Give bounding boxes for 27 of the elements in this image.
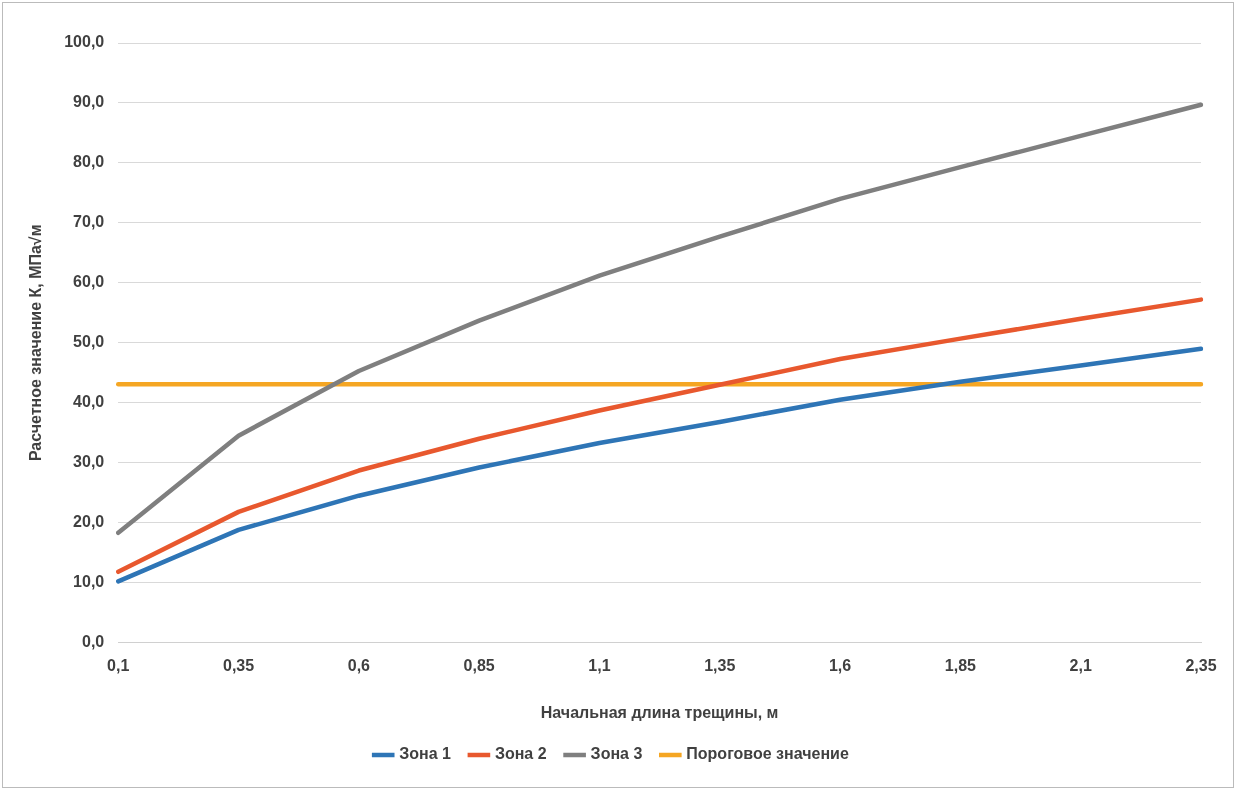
x-tick-label: 1,85 bbox=[944, 656, 977, 674]
y-tick-label: 30,0 bbox=[73, 453, 105, 471]
x-tick-label: 1,1 bbox=[588, 656, 611, 674]
x-tick-label: 0,35 bbox=[222, 656, 255, 674]
legend-label: Зона 1 bbox=[399, 745, 451, 763]
x-tick-label: 0,6 bbox=[347, 656, 371, 674]
y-tick-label: 40,0 bbox=[73, 393, 105, 411]
x-axis-title: Начальная длина трещины, м bbox=[540, 703, 779, 721]
y-tick-label: 50,0 bbox=[73, 333, 105, 351]
y-tick-label: 100,0 bbox=[64, 33, 105, 51]
x-tick-label: 1,35 bbox=[704, 656, 736, 674]
x-tick-label: 2,35 bbox=[1185, 656, 1217, 674]
y-axis-title: Расчетное значение К, МПа√м bbox=[27, 224, 45, 462]
y-tick-label: 80,0 bbox=[73, 153, 105, 171]
legend-label: Зона 2 bbox=[494, 745, 547, 763]
y-tick-label: 0,0 bbox=[81, 633, 105, 651]
x-tick-label: 0,1 bbox=[107, 656, 130, 674]
y-tick-label: 20,0 bbox=[73, 513, 105, 531]
legend-label: Пороговое значение bbox=[686, 745, 849, 763]
y-tick-label: 90,0 bbox=[73, 93, 105, 111]
x-tick-label: 1,6 bbox=[828, 656, 852, 674]
x-tick-label: 0,85 bbox=[463, 656, 495, 674]
y-tick-label: 60,0 bbox=[73, 273, 105, 291]
y-tick-label: 10,0 bbox=[73, 573, 105, 591]
x-tick-label: 2,1 bbox=[1069, 656, 1092, 674]
y-tick-label: 70,0 bbox=[73, 213, 105, 231]
legend-label: Зона 3 bbox=[590, 745, 643, 763]
